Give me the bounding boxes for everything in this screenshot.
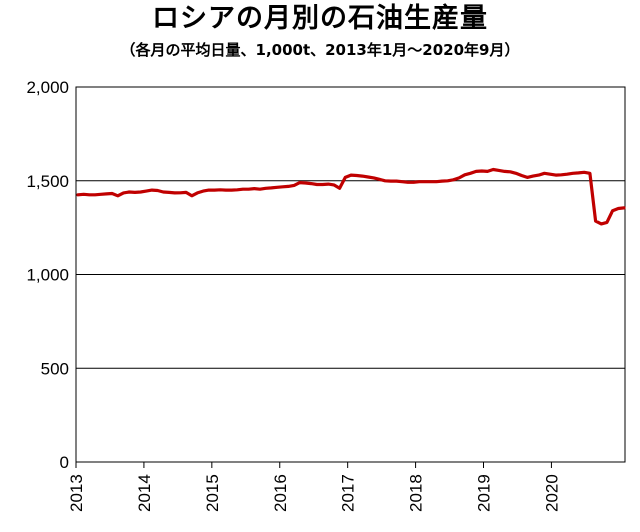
y-tick-label: 500 bbox=[41, 359, 69, 378]
chart-subtitle: （各月の平均日量、1,000t、2013年1月～2020年9月） bbox=[120, 41, 520, 59]
y-axis: 0 500 1,000 1,500 2,000 bbox=[26, 78, 69, 472]
series-layer bbox=[76, 167, 626, 226]
plot-frame bbox=[75, 86, 626, 463]
x-axis: 2013 2014 2015 2016 2017 2018 2019 2020 bbox=[67, 462, 561, 512]
gridlines bbox=[76, 180, 625, 369]
x-tick-label: 2017 bbox=[339, 474, 358, 512]
y-tick-label: 2,000 bbox=[26, 78, 69, 97]
x-tick-label: 2015 bbox=[203, 474, 222, 512]
x-tick-label: 2013 bbox=[67, 474, 86, 512]
chart-title: ロシアの月別の石油生産量 bbox=[152, 3, 488, 34]
x-tick-label: 2016 bbox=[271, 474, 290, 512]
series-line-oil-production bbox=[76, 167, 626, 226]
y-tick-label: 1,500 bbox=[26, 172, 69, 191]
x-tick-label: 2018 bbox=[407, 474, 426, 512]
x-tick-label: 2014 bbox=[135, 474, 154, 512]
x-tick-label: 2020 bbox=[542, 474, 561, 512]
y-tick-label: 1,000 bbox=[26, 266, 69, 285]
x-tick-label: 2019 bbox=[475, 474, 494, 512]
y-tick-label: 0 bbox=[60, 453, 69, 472]
